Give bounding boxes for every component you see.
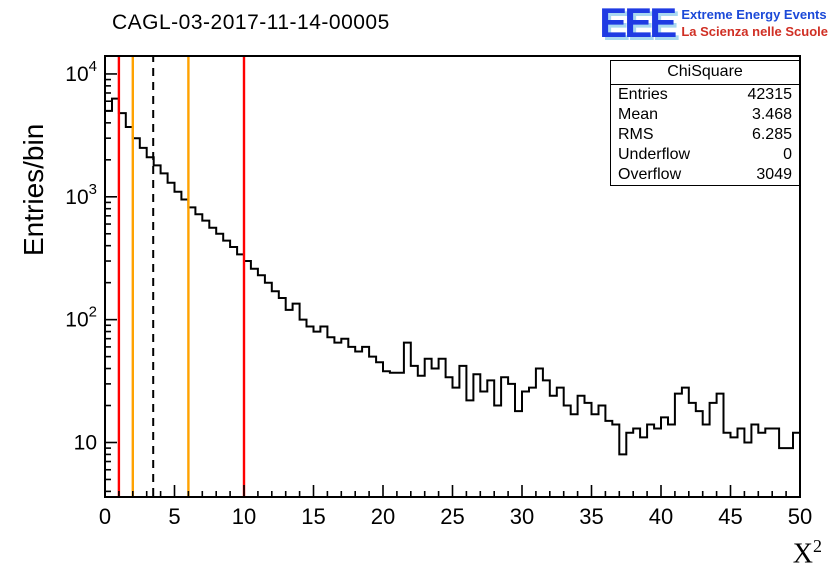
x-tick-label: 5 xyxy=(168,504,180,529)
stats-value: 0 xyxy=(783,146,792,163)
stats-row: Underflow 0 xyxy=(611,145,799,165)
x-axis-label: X2 xyxy=(793,536,822,570)
stats-value: 6.285 xyxy=(751,126,792,143)
stats-box-title: ChiSquare xyxy=(611,61,799,85)
x-tick-label: 0 xyxy=(99,504,111,529)
stats-label: RMS xyxy=(618,126,654,143)
stats-row: Entries 42315 xyxy=(611,85,799,105)
x-tick-label: 50 xyxy=(788,504,812,529)
x-axis-label-exponent: 2 xyxy=(813,536,822,556)
eee-logo-line2: La Scienza nelle Scuole xyxy=(681,23,828,39)
stats-row: Mean 3.468 xyxy=(611,105,799,125)
y-axis-label: Entries/bin xyxy=(18,123,49,256)
x-tick-label: 25 xyxy=(440,504,464,529)
eee-logo-line1: Extreme Energy Events xyxy=(681,7,827,22)
stats-value: 42315 xyxy=(747,86,793,103)
y-tick-label: 102 xyxy=(65,304,97,332)
y-tick-label: 104 xyxy=(65,58,97,86)
y-tick-label: 103 xyxy=(65,181,97,209)
stats-row: Overflow 3049 xyxy=(611,165,799,185)
stats-value: 3.468 xyxy=(751,106,792,123)
stats-label: Mean xyxy=(618,106,659,123)
eee-logo-acronym: EEE xyxy=(599,0,677,46)
x-axis-label-base: X xyxy=(792,538,813,570)
x-tick-label: 15 xyxy=(301,504,325,529)
x-axis: 0 5 10 15 20 25 30 35 40 45 50 xyxy=(99,485,812,529)
stats-label: Entries xyxy=(618,86,668,103)
eee-logo-lines: Extreme Energy Events La Scienza nelle S… xyxy=(681,4,828,41)
stats-row: RMS 6.285 xyxy=(611,125,799,145)
x-tick-label: 10 xyxy=(232,504,256,529)
histogram-line xyxy=(105,97,800,456)
x-tick-label: 30 xyxy=(510,504,534,529)
x-tick-label: 45 xyxy=(718,504,742,529)
stats-label: Underflow xyxy=(618,146,691,163)
eee-logo: EEE Extreme Energy Events La Scienza nel… xyxy=(599,0,828,46)
chart-title: CAGL-03-2017-11-14-00005 xyxy=(112,11,390,34)
x-tick-label: 35 xyxy=(579,504,603,529)
y-axis: 10 102 103 104 xyxy=(65,58,117,493)
stats-box: ChiSquare Entries 42315 Mean 3.468 RMS 6… xyxy=(610,60,800,186)
x-tick-label: 20 xyxy=(371,504,395,529)
stats-label: Overflow xyxy=(618,166,682,183)
marker-lines xyxy=(117,57,246,496)
y-tick-label: 10 xyxy=(74,431,97,454)
x-tick-label: 40 xyxy=(649,504,673,529)
stats-value: 3049 xyxy=(756,166,792,183)
